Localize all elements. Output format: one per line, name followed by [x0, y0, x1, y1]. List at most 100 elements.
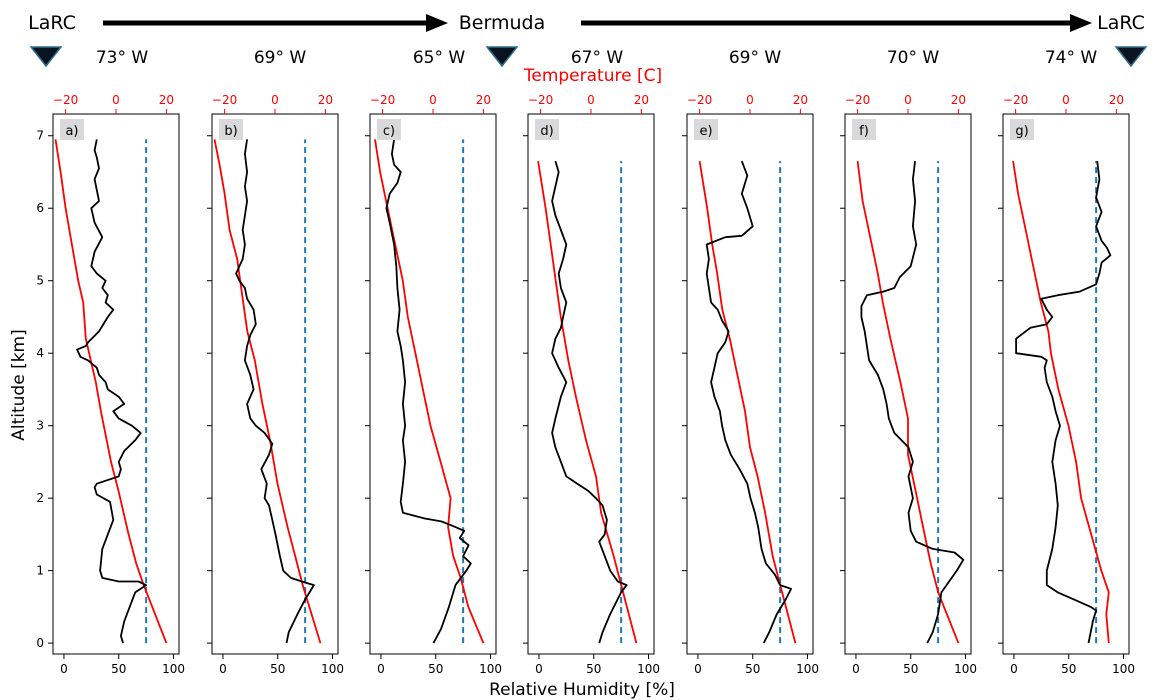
- longitude-label-7: 74° W: [1045, 48, 1098, 68]
- x-axis-title: Relative Humidity [%]: [489, 680, 675, 700]
- temp-tick-label: −20: [370, 93, 395, 107]
- temperature-line: [374, 139, 485, 644]
- temp-tick-label: 0: [587, 93, 595, 107]
- plot-area: [52, 113, 180, 655]
- longitude-label-5: 69° W: [729, 48, 782, 68]
- panel-label-box: [852, 119, 876, 140]
- humidity-line: [385, 139, 472, 644]
- panel-label-box: [377, 119, 401, 140]
- x-tick-label: 50: [428, 662, 443, 676]
- x-tick-label: 0: [60, 662, 68, 676]
- temp-tick-label: −20: [212, 93, 237, 107]
- series-group: [1012, 160, 1112, 644]
- arrow-head-out-icon: [426, 14, 448, 32]
- y-tick-label: 2: [36, 491, 44, 505]
- x-tick-label: 0: [219, 662, 227, 676]
- temp-tick-label: 20: [318, 93, 333, 107]
- y-tick-label: 5: [36, 274, 44, 288]
- temp-tick-label: 20: [793, 93, 808, 107]
- x-tick-label: 100: [637, 662, 660, 676]
- temp-tick-label: −20: [687, 93, 712, 107]
- x-tick-label: 0: [1010, 662, 1018, 676]
- humidity-line: [705, 160, 792, 644]
- x-tick-label: 50: [111, 662, 126, 676]
- arrow-head-back-icon: [1070, 14, 1092, 32]
- longitude-label-3: 65° W: [413, 48, 466, 68]
- panel-label-box: [219, 119, 243, 140]
- temp-tick-label: 20: [159, 93, 174, 107]
- series-group: [374, 139, 485, 644]
- temperature-line: [856, 160, 960, 644]
- x-tick-label: 50: [903, 662, 918, 676]
- temp-tick-label: 20: [1109, 93, 1124, 107]
- series-group: [54, 139, 168, 644]
- temp-tick-label: 20: [476, 93, 491, 107]
- longitude-label-6: 70° W: [887, 48, 940, 68]
- panel-label: g): [1015, 124, 1028, 139]
- header: LaRC Bermuda LaRC 73° W 69° W 65° W 67° …: [28, 12, 1148, 68]
- y-tick-label: 1: [36, 564, 44, 578]
- panel-label: e): [699, 124, 712, 139]
- temp-tick-label: 20: [951, 93, 966, 107]
- humidity-line: [1015, 160, 1112, 644]
- x-tick-label: 0: [694, 662, 702, 676]
- end-location-label: LaRC: [1097, 12, 1145, 34]
- x-tick-label: 0: [377, 662, 385, 676]
- panel-label-box: [1010, 119, 1034, 140]
- plot-area: [686, 113, 814, 655]
- plot-area: [369, 113, 497, 655]
- x-tick-label: 100: [1112, 662, 1135, 676]
- x-tick-label: 50: [586, 662, 601, 676]
- x-tick-label: 100: [321, 662, 344, 676]
- longitude-label-2: 69° W: [254, 48, 307, 68]
- x-tick-label: 50: [270, 662, 285, 676]
- longitude-label-1: 73° W: [96, 48, 149, 68]
- temp-tick-label: 0: [1062, 93, 1070, 107]
- temp-tick-label: 0: [112, 93, 120, 107]
- panel-e: 0 50 100 −20 0 20 e): [682, 93, 819, 676]
- temp-tick-label: 0: [429, 93, 437, 107]
- y-tick-label: 3: [36, 419, 44, 433]
- panel-label-box: [535, 119, 559, 140]
- plot-area: [1002, 113, 1130, 655]
- temperature-line: [1012, 160, 1110, 644]
- panel-label: f): [859, 124, 869, 139]
- temperature-line: [213, 139, 322, 644]
- series-group: [537, 160, 638, 644]
- temperature-line: [54, 139, 168, 644]
- humidity-line: [76, 139, 148, 644]
- x-tick-label: 100: [162, 662, 185, 676]
- plot-area: [527, 113, 655, 655]
- y-tick-label: 6: [36, 201, 44, 215]
- longitude-label-4: 67° W: [571, 48, 624, 68]
- y-tick-label: 0: [36, 636, 44, 650]
- panel-a: 0 1 2 3 4 5 6 7 0 50 100 −20 0 20 a): [36, 93, 185, 676]
- temperature-line: [698, 160, 797, 644]
- panel-label: c): [383, 124, 395, 139]
- end-marker-icon: [1114, 46, 1148, 68]
- y-tick-label: 4: [36, 346, 44, 360]
- panel-g: 0 50 100 −20 0 20 g): [998, 93, 1135, 676]
- temp-tick-label: −20: [528, 93, 553, 107]
- y-tick-label: 7: [36, 129, 44, 143]
- panel-label: a): [65, 124, 78, 139]
- temp-tick-label: 0: [271, 93, 279, 107]
- x-tick-label: 100: [796, 662, 819, 676]
- panel-d: 0 50 100 −20 0 20 d): [523, 93, 660, 676]
- panel-label-box: [60, 119, 84, 140]
- panel-label: d): [540, 124, 553, 139]
- plot-area: [844, 113, 972, 655]
- panel-f: 0 50 100 −20 0 20 f): [840, 93, 977, 676]
- panel-c: 0 50 100 −20 0 20 c): [365, 93, 502, 676]
- temp-tick-label: −20: [845, 93, 870, 107]
- temp-tick-label: 0: [746, 93, 754, 107]
- mid-location-label: Bermuda: [459, 12, 545, 34]
- humidity-line: [551, 160, 628, 644]
- humidity-line: [235, 139, 315, 644]
- x-tick-label: 50: [745, 662, 760, 676]
- panel-label-box: [694, 119, 718, 140]
- temp-tick-label: 0: [904, 93, 912, 107]
- x-tick-label: 100: [479, 662, 502, 676]
- temp-tick-label: −20: [1003, 93, 1028, 107]
